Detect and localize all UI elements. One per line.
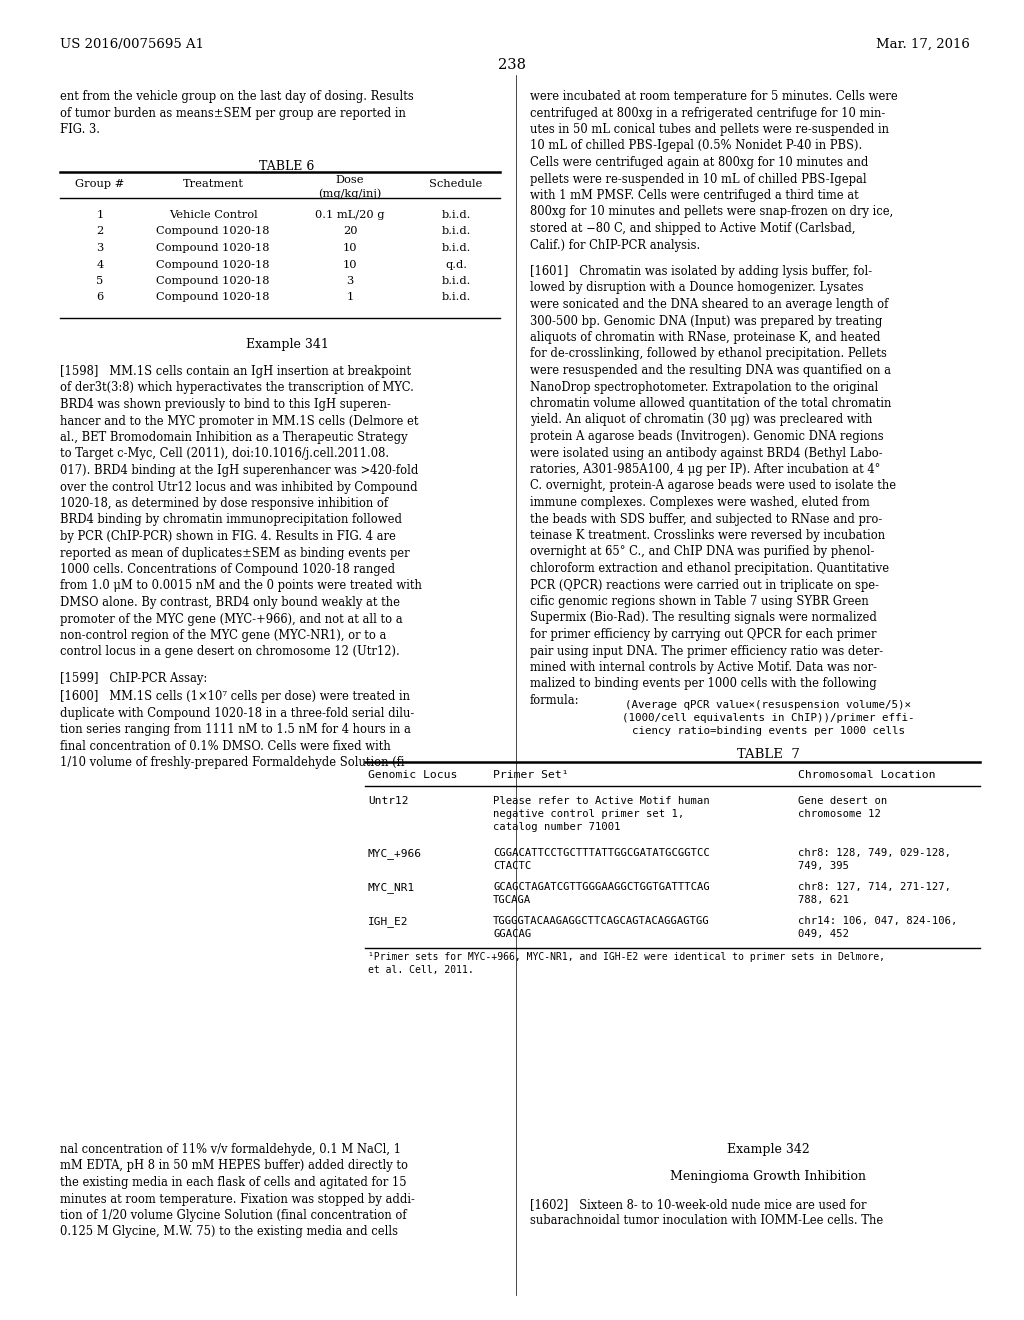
Text: Please refer to Active Motif human
negative control primer set 1,
catalog number: Please refer to Active Motif human negat… (493, 796, 710, 832)
Text: MYC_NR1: MYC_NR1 (368, 882, 416, 892)
Text: Example 342: Example 342 (727, 1143, 809, 1156)
Text: b.i.d.: b.i.d. (441, 293, 471, 302)
Text: 1: 1 (346, 293, 353, 302)
Text: US 2016/0075695 A1: US 2016/0075695 A1 (60, 38, 204, 51)
Text: TABLE  7: TABLE 7 (736, 748, 800, 762)
Text: Genomic Locus: Genomic Locus (368, 770, 458, 780)
Text: 20: 20 (343, 227, 357, 236)
Text: Compound 1020-18: Compound 1020-18 (157, 227, 269, 236)
Text: 5: 5 (96, 276, 103, 286)
Text: [1602]   Sixteen 8- to 10-week-old nude mice are used for
subarachnoidal tumor i: [1602] Sixteen 8- to 10-week-old nude mi… (530, 1199, 884, 1228)
Text: b.i.d.: b.i.d. (441, 276, 471, 286)
Text: chr8: 127, 714, 271-127,
788, 621: chr8: 127, 714, 271-127, 788, 621 (798, 882, 951, 904)
Text: 6: 6 (96, 293, 103, 302)
Text: [1600]   MM.1S cells (1×10⁷ cells per dose) were treated in
duplicate with Compo: [1600] MM.1S cells (1×10⁷ cells per dose… (60, 690, 415, 770)
Text: b.i.d.: b.i.d. (441, 210, 471, 220)
Text: CGGACATTCCTGCTTTATTGGCGATATGCGGTCC
CTACTC: CGGACATTCCTGCTTTATTGGCGATATGCGGTCC CTACT… (493, 847, 710, 871)
Text: Treatment: Treatment (182, 180, 244, 189)
Text: 4: 4 (96, 260, 103, 269)
Text: 10: 10 (343, 260, 357, 269)
Text: nal concentration of 11% v/v formaldehyde, 0.1 M NaCl, 1
mM EDTA, pH 8 in 50 mM : nal concentration of 11% v/v formaldehyd… (60, 1143, 415, 1238)
Text: (Average qPCR value×(resuspension volume/5)×
(1000/cell equivalents in ChIP))/pr: (Average qPCR value×(resuspension volume… (622, 700, 914, 735)
Text: chr8: 128, 749, 029-128,
749, 395: chr8: 128, 749, 029-128, 749, 395 (798, 847, 951, 871)
Text: Compound 1020-18: Compound 1020-18 (157, 243, 269, 253)
Text: b.i.d.: b.i.d. (441, 227, 471, 236)
Text: Compound 1020-18: Compound 1020-18 (157, 260, 269, 269)
Text: 2: 2 (96, 227, 103, 236)
Text: ¹Primer sets for MYC-+966, MYC-NR1, and IGH-E2 were identical to primer sets in : ¹Primer sets for MYC-+966, MYC-NR1, and … (368, 952, 885, 974)
Text: TABLE 6: TABLE 6 (259, 160, 314, 173)
Text: Mar. 17, 2016: Mar. 17, 2016 (877, 38, 970, 51)
Text: MYC_+966: MYC_+966 (368, 847, 422, 859)
Text: Schedule: Schedule (429, 180, 482, 189)
Text: Meningioma Growth Inhibition: Meningioma Growth Inhibition (670, 1170, 866, 1183)
Text: 3: 3 (96, 243, 103, 253)
Text: GCAGCTAGATCGTTGGGAAGGCTGGTGATTTCAG
TGCAGA: GCAGCTAGATCGTTGGGAAGGCTGGTGATTTCAG TGCAG… (493, 882, 710, 904)
Text: 3: 3 (346, 276, 353, 286)
Text: Compound 1020-18: Compound 1020-18 (157, 276, 269, 286)
Text: b.i.d.: b.i.d. (441, 243, 471, 253)
Text: were incubated at room temperature for 5 minutes. Cells were
centrifuged at 800x: were incubated at room temperature for 5… (530, 90, 898, 252)
Text: Dose
(mg/kg/inj): Dose (mg/kg/inj) (318, 176, 382, 198)
Text: [1601]   Chromatin was isolated by adding lysis buffer, fol-
lowed by disruption: [1601] Chromatin was isolated by adding … (530, 265, 896, 708)
Text: IGH_E2: IGH_E2 (368, 916, 409, 927)
Text: Untr12: Untr12 (368, 796, 409, 807)
Text: Primer Set¹: Primer Set¹ (493, 770, 568, 780)
Text: TGGGGTACAAGAGGCTTCAGCAGTACAGGAGTGG
GGACAG: TGGGGTACAAGAGGCTTCAGCAGTACAGGAGTGG GGACA… (493, 916, 710, 939)
Text: ent from the vehicle group on the last day of dosing. Results
of tumor burden as: ent from the vehicle group on the last d… (60, 90, 414, 136)
Text: Group #: Group # (76, 180, 125, 189)
Text: 238: 238 (498, 58, 526, 73)
Text: [1598]   MM.1S cells contain an IgH insertion at breakpoint
of der3t(3:8) which : [1598] MM.1S cells contain an IgH insert… (60, 366, 422, 659)
Text: 10: 10 (343, 243, 357, 253)
Text: Example 341: Example 341 (246, 338, 329, 351)
Text: Chromosomal Location: Chromosomal Location (798, 770, 936, 780)
Text: Gene desert on
chromosome 12: Gene desert on chromosome 12 (798, 796, 887, 818)
Text: [1599]   ChIP-PCR Assay:: [1599] ChIP-PCR Assay: (60, 672, 207, 685)
Text: q.d.: q.d. (445, 260, 467, 269)
Text: 1: 1 (96, 210, 103, 220)
Text: Compound 1020-18: Compound 1020-18 (157, 293, 269, 302)
Text: chr14: 106, 047, 824-106,
049, 452: chr14: 106, 047, 824-106, 049, 452 (798, 916, 957, 939)
Text: Vehicle Control: Vehicle Control (169, 210, 257, 220)
Text: 0.1 mL/20 g: 0.1 mL/20 g (315, 210, 385, 220)
